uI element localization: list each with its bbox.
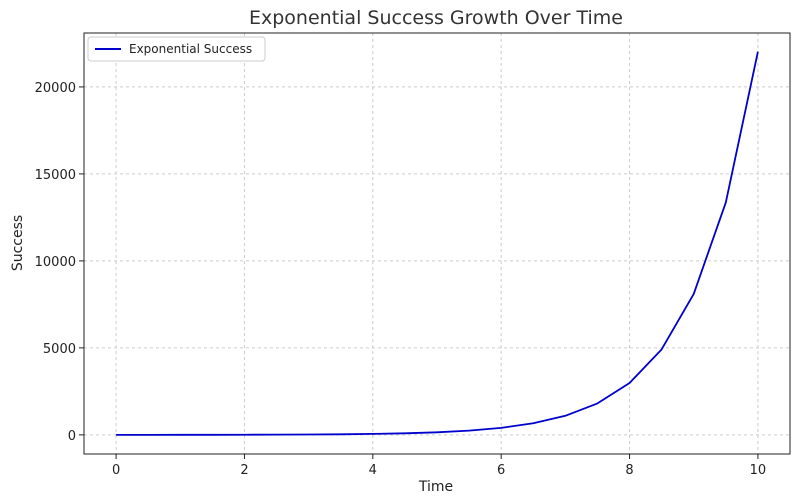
grid [84, 33, 790, 454]
y-tick-label: 10000 [35, 255, 76, 270]
x-tick-label: 8 [625, 463, 633, 478]
y-axis-label: Success [10, 215, 26, 271]
y-tick-label: 0 [68, 429, 76, 444]
legend-box [87, 36, 266, 62]
x-tick-label: 0 [112, 463, 120, 478]
x-axis-label: Time [418, 479, 453, 495]
legend: Exponential Success [87, 36, 266, 62]
x-tick-label: 2 [240, 463, 248, 478]
y-tick-label: 15000 [35, 168, 76, 183]
series-line [116, 51, 759, 436]
y-axis: 0 5000 10000 15000 20000 [35, 81, 84, 444]
series-group [116, 51, 759, 436]
plot-frame [83, 32, 791, 455]
y-tick-label: 5000 [43, 342, 76, 357]
chart-title: Exponential Success Growth Over Time [249, 7, 623, 29]
x-tick-label: 6 [497, 463, 505, 478]
x-axis: 0 2 4 6 8 10 [112, 454, 766, 478]
legend-label: Exponential Success [129, 42, 252, 56]
x-tick-label: 10 [750, 463, 767, 478]
x-tick-label: 4 [369, 463, 377, 478]
y-tick-label: 20000 [35, 81, 76, 96]
